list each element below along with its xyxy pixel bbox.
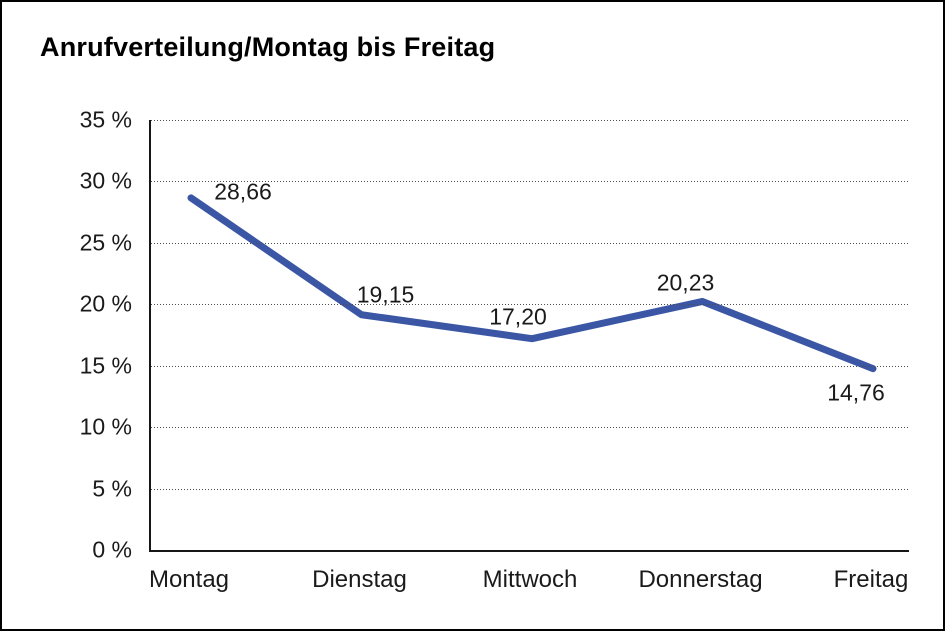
x-tick-label: Donnerstag: [638, 566, 763, 593]
gridline: [151, 181, 909, 183]
line-series: [187, 194, 877, 373]
y-tick-label: 10 %: [79, 413, 132, 440]
point-label: 20,23: [656, 269, 715, 296]
x-axis: Montag Dienstag Mittwoch Donnerstag Freitag: [148, 566, 909, 600]
x-tick-label: Mittwoch: [482, 566, 578, 593]
gridline: [151, 242, 909, 244]
y-axis: 35 % 30 % 25 % 20 % 15 % 10 % 5 % 0 %: [2, 107, 132, 563]
gridline: [151, 365, 909, 367]
plot-area: 28,66 19,15 17,20 20,23 14,76: [149, 120, 909, 552]
gridline: [151, 304, 909, 306]
y-tick-label: 25 %: [79, 229, 132, 256]
series-line: [187, 194, 877, 373]
gridline: [151, 120, 909, 121]
y-tick-label: 35 %: [79, 106, 132, 133]
x-tick-label: Dienstag: [312, 566, 407, 593]
point-label: 14,76: [827, 379, 885, 406]
point-label: 19,15: [356, 281, 415, 308]
y-tick-label: 0 %: [92, 536, 132, 563]
chart-title: Anrufverteilung/Montag bis Freitag: [40, 32, 496, 62]
y-tick-label: 5 %: [92, 475, 132, 502]
x-tick-label: Freitag: [833, 566, 909, 593]
gridline: [151, 488, 909, 490]
y-tick-label: 20 %: [79, 290, 132, 317]
y-tick-label: 30 %: [79, 167, 132, 194]
y-tick-label: 15 %: [79, 352, 132, 379]
x-tick-label: Montag: [148, 566, 230, 593]
point-label: 28,66: [214, 178, 272, 205]
gridline: [151, 427, 909, 429]
point-label: 17,20: [489, 303, 547, 330]
